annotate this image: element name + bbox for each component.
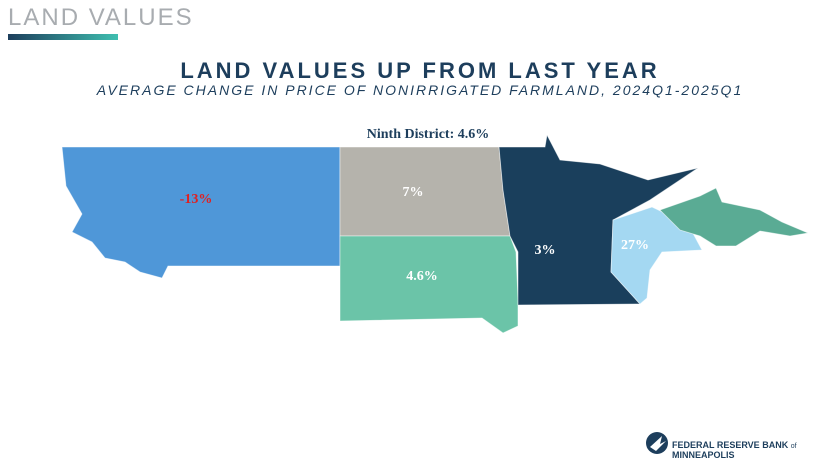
region-label: -13%	[180, 192, 213, 207]
montana	[61, 146, 341, 279]
upper-michigan	[659, 187, 810, 247]
south-dakota	[339, 235, 519, 334]
logo-eagle	[650, 436, 666, 451]
region-label: 4.6%	[406, 269, 438, 284]
subtitle: AVERAGE CHANGE IN PRICE OF NONIRRIGATED …	[96, 82, 744, 98]
footer: FEDERAL RESERVE BANK of MINNEAPOLIS	[672, 440, 840, 460]
section-header: LAND VALUES	[8, 4, 194, 31]
footer-text: of	[790, 443, 797, 450]
title: LAND VALUES UP FROM LAST YEAR	[180, 58, 660, 83]
footer-text: MINNEAPOLIS	[672, 450, 735, 460]
footer-text: FEDERAL RESERVE BANK	[672, 440, 789, 450]
region-label: 7%	[403, 185, 424, 200]
minnesota	[498, 133, 699, 306]
region-label: 3%	[535, 243, 556, 258]
header-bar	[8, 34, 118, 40]
district-label: Ninth District: 4.6%	[367, 127, 490, 142]
north-dakota	[339, 146, 511, 237]
region-label: 27%	[621, 238, 649, 253]
